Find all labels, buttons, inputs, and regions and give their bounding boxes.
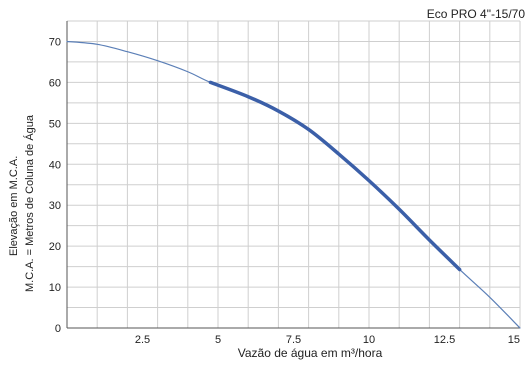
- operating-range-line: [208, 80, 462, 272]
- grid: [66, 20, 521, 329]
- x-tick-label: 2.5: [135, 334, 150, 346]
- y-axis-label-line1: Elevação em M.C.A.: [8, 155, 20, 256]
- x-tick-label: 5: [215, 334, 221, 346]
- chart-title: Eco PRO 4"-15/70: [426, 7, 525, 21]
- y-axis-label-line2: M.C.A. = Metros de Coluna de Água: [24, 114, 36, 292]
- x-tick-label: 7.5: [286, 334, 301, 346]
- y-tick-label: 10: [49, 282, 61, 294]
- x-axis-label: Vazão de água em m³/hora: [237, 346, 383, 360]
- x-tick-label: 12.5: [434, 334, 455, 346]
- x-tick-label: 10: [363, 334, 375, 346]
- tick-labels: 0 10 20 30 40 50 60 70 2.5 5 7.5 10 12.5 15: [49, 36, 520, 346]
- y-tick-label: 70: [49, 36, 61, 48]
- y-tick-label: 30: [49, 200, 61, 212]
- y-tick-label: 60: [49, 77, 61, 89]
- x-tick-label: 15: [508, 334, 520, 346]
- y-tick-label: 0: [55, 323, 61, 335]
- y-tick-label: 50: [49, 118, 61, 130]
- y-tick-label: 20: [49, 241, 61, 253]
- series: [66, 40, 521, 329]
- axes: [66, 21, 520, 329]
- y-tick-label: 40: [49, 159, 61, 171]
